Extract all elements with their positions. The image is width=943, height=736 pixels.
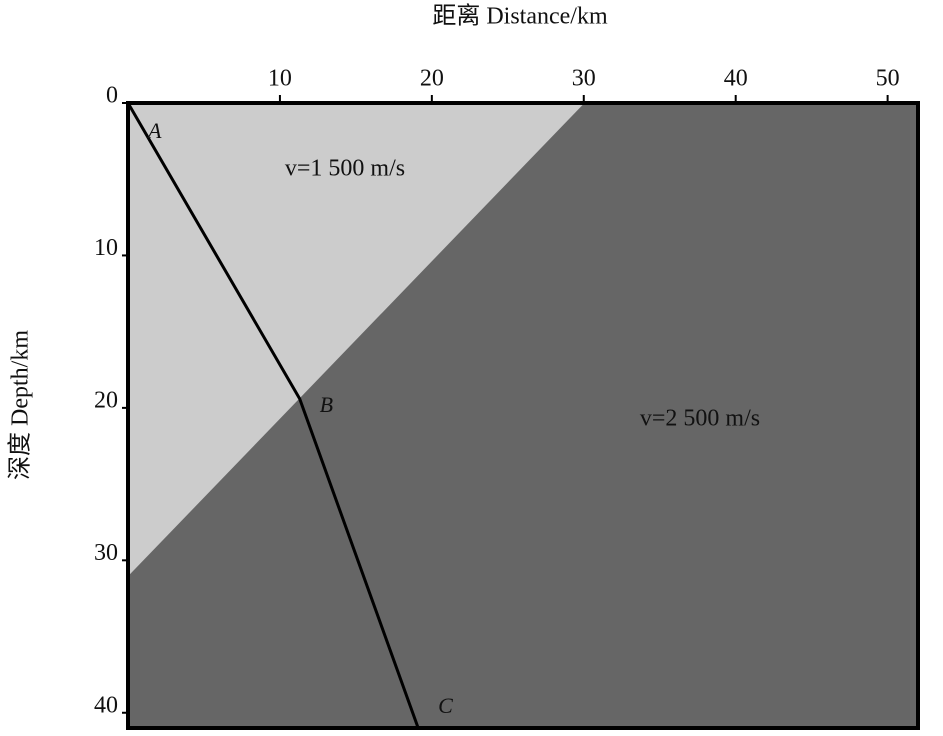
region-label: v=1 500 m/s bbox=[285, 156, 405, 182]
y-tick-label: 10 bbox=[94, 235, 118, 261]
x-tick-label: 20 bbox=[420, 66, 444, 92]
x-tick-label: 40 bbox=[724, 66, 748, 92]
x-axis-label: 距离 Distance/km bbox=[432, 3, 608, 30]
interface-line bbox=[127, 102, 585, 576]
region-label: v=2 500 m/s bbox=[640, 406, 760, 432]
x-tick-label: 30 bbox=[572, 66, 596, 92]
x-tick-label: 50 bbox=[876, 66, 900, 92]
plot-frame bbox=[126, 101, 920, 730]
x-tick-label: 10 bbox=[268, 66, 292, 92]
point-label: A bbox=[146, 118, 162, 143]
y-tick-label: 40 bbox=[94, 692, 118, 718]
y-tick-label: 30 bbox=[94, 540, 118, 566]
y-axis-label: 深度 Depth/km bbox=[7, 330, 34, 480]
y-tick-label: 20 bbox=[94, 387, 118, 413]
point-label: B bbox=[320, 392, 333, 417]
point-label: C bbox=[438, 693, 453, 718]
y-tick-label: 0 bbox=[106, 83, 118, 109]
ray-path bbox=[126, 102, 420, 729]
